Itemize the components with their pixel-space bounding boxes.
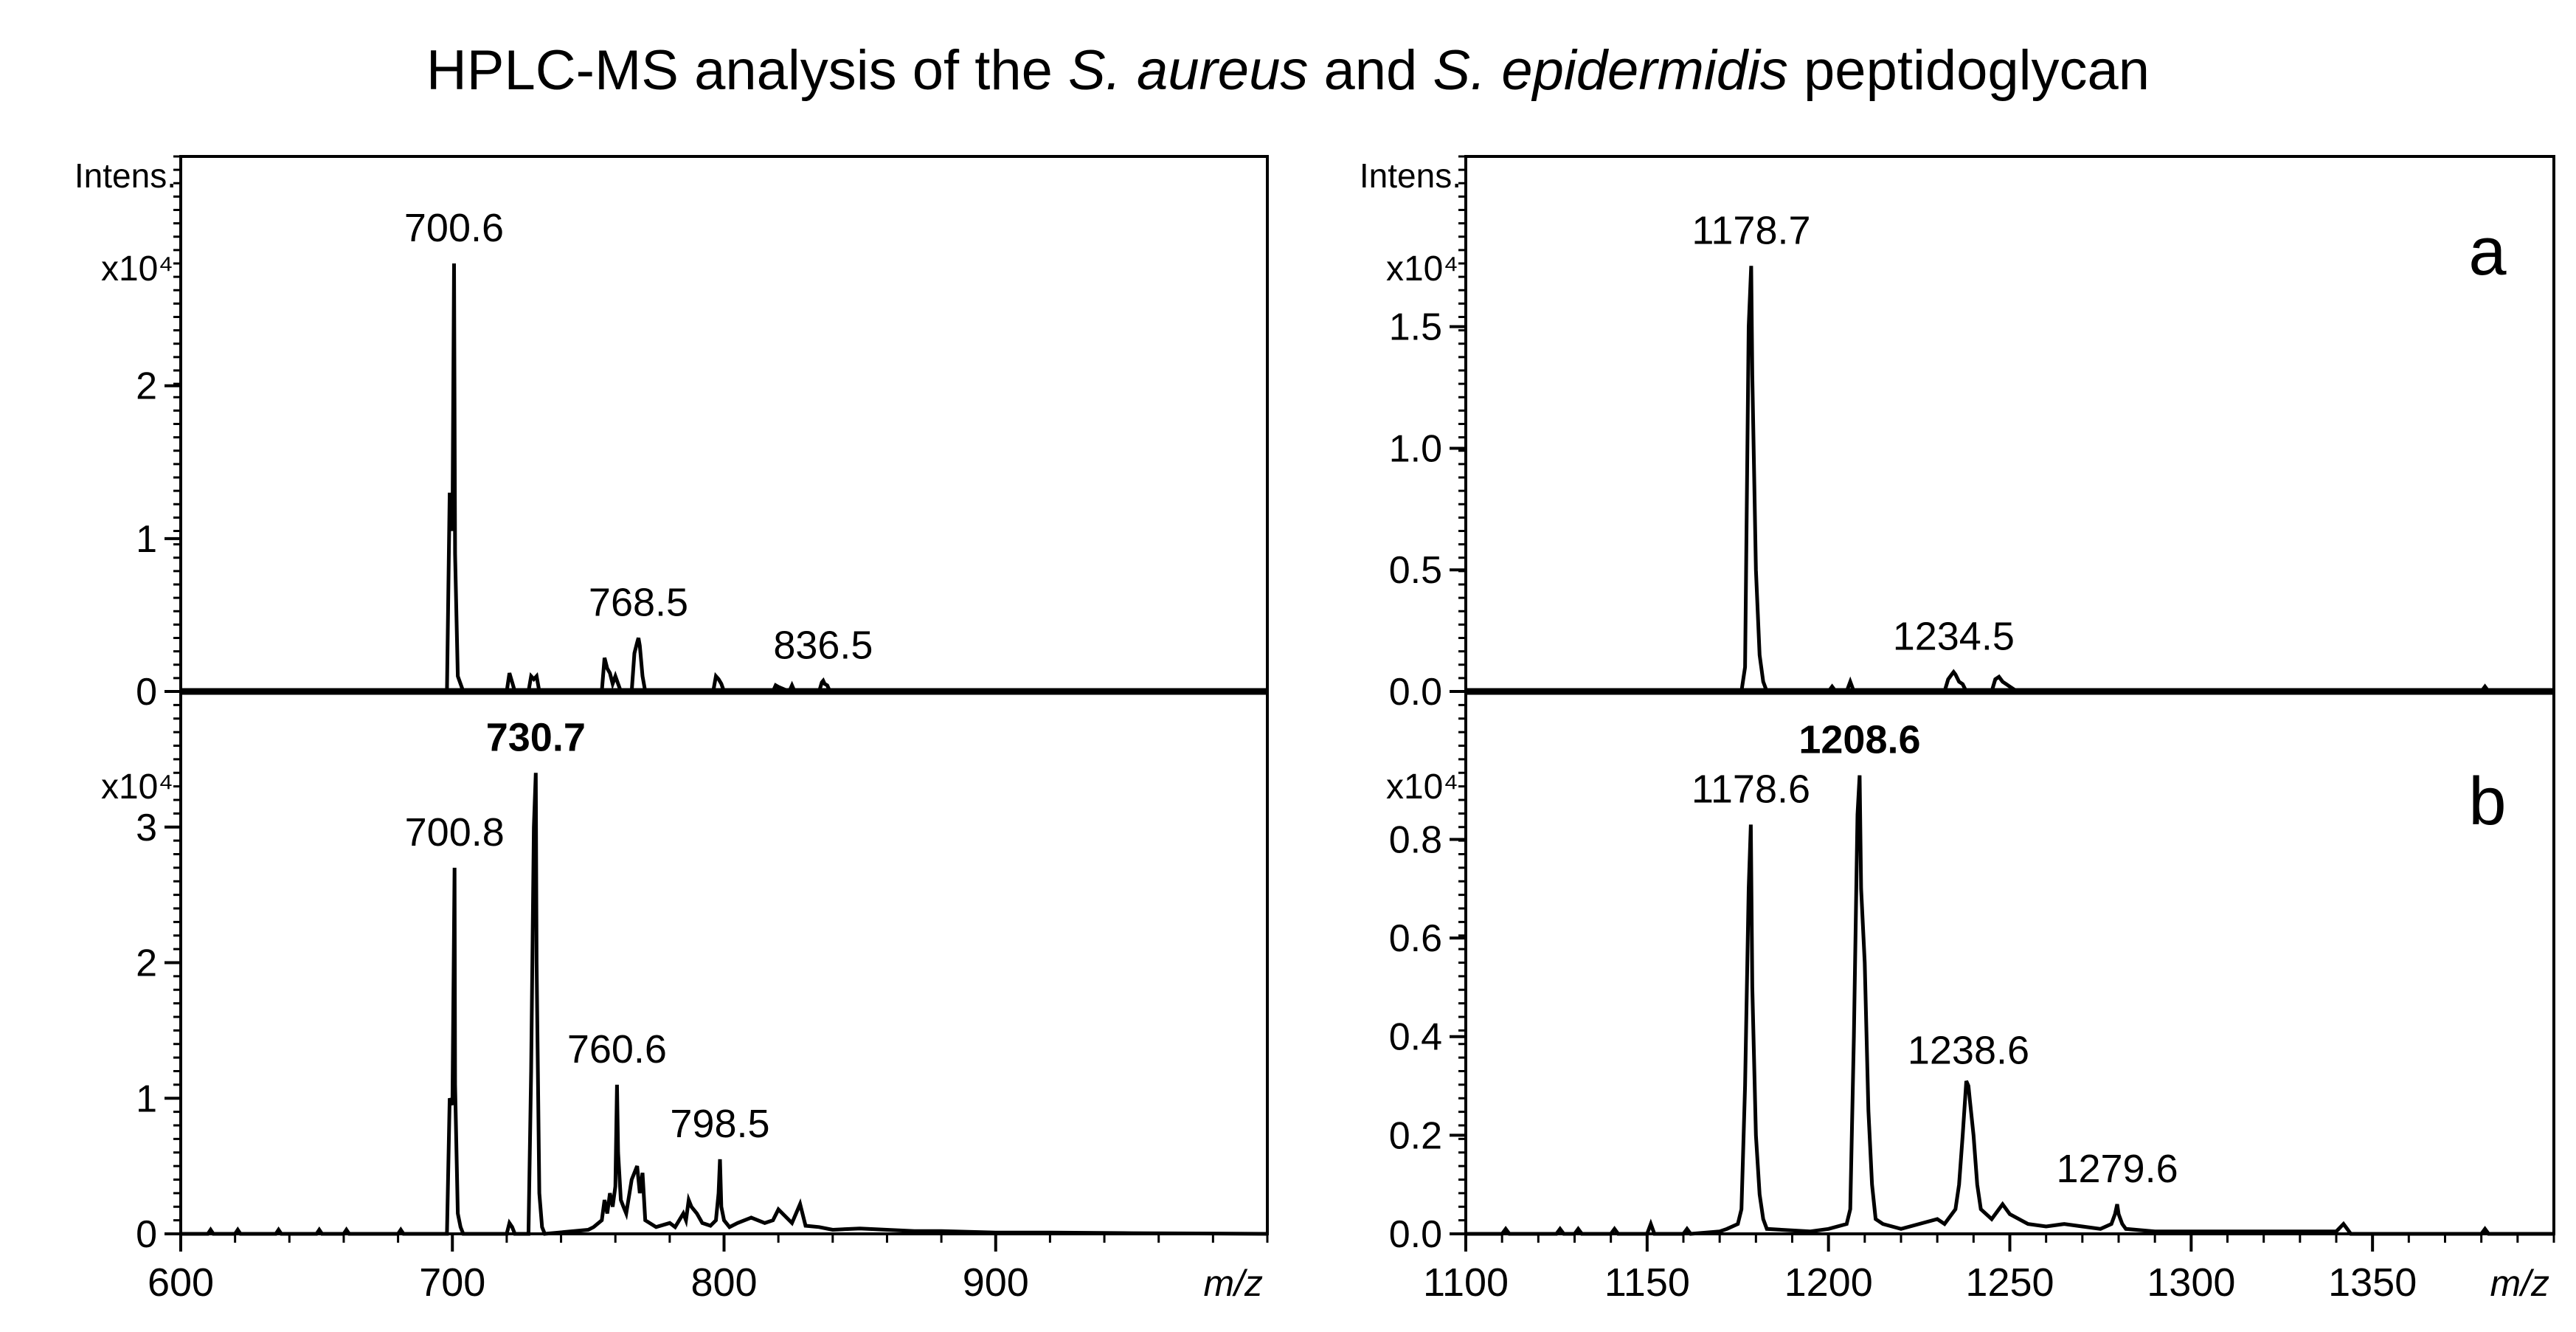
- plot-frame: [179, 690, 1269, 1235]
- plot-frame: [1464, 155, 2555, 693]
- x-tick-label: 1250: [1965, 1260, 2054, 1305]
- y-tick-label: 1.5: [1389, 306, 1442, 349]
- y-multiplier-label: x10⁴: [1386, 767, 1458, 807]
- y-tick-label: 0.5: [1389, 549, 1442, 592]
- peak-label: 836.5: [773, 624, 873, 668]
- y-tick-label: 0.4: [1389, 1016, 1442, 1059]
- y-axis-label: Intens.: [75, 156, 176, 195]
- x-tick-label: 700: [419, 1260, 485, 1305]
- spectra-panels: 012x10⁴Intens.700.6768.5836.50123x10⁴600…: [75, 155, 2555, 1305]
- x-axis-label: m/z: [2490, 1263, 2549, 1304]
- y-tick-label: 3: [136, 807, 157, 849]
- x-tick-label: 1200: [1784, 1260, 1873, 1305]
- plot-frame: [1464, 690, 2555, 1235]
- x-tick-label: 1350: [2328, 1260, 2417, 1305]
- x-tick-label: 1300: [2147, 1260, 2235, 1305]
- peak-label: 700.6: [404, 206, 504, 250]
- spectrum-trace: [181, 773, 1268, 1236]
- title-part: S. aureus: [1068, 39, 1309, 102]
- title-part: peptidoglycan: [1787, 39, 2150, 102]
- peak-label: 1234.5: [1893, 615, 2015, 659]
- y-tick-label: 0: [136, 671, 157, 714]
- x-tick-label: 1100: [1423, 1260, 1509, 1305]
- panel-left-top: 0 1 2 x10⁴ Intens. 700.6 768.5 836.5: [75, 155, 1269, 714]
- peak-label: 730.7: [486, 715, 586, 759]
- y-tick-label: 1: [136, 1077, 157, 1120]
- peak-label: 760.6: [567, 1027, 667, 1072]
- y-tick-label: 0.2: [1389, 1114, 1442, 1157]
- y-tick-label: 0.8: [1389, 818, 1442, 861]
- y-tick-label: 0.6: [1389, 917, 1442, 960]
- peak-label: 1178.7: [1692, 208, 1810, 252]
- peak-label: 700.8: [405, 810, 505, 855]
- x-tick-label: 600: [148, 1260, 214, 1305]
- spectrum-trace: [181, 263, 1267, 694]
- title-part: and: [1308, 39, 1433, 102]
- peak-label: 1178.6: [1692, 767, 1810, 811]
- y-tick-label: 1.0: [1389, 427, 1442, 470]
- peak-label: 1279.6: [2056, 1147, 2178, 1191]
- plot-frame: [179, 155, 1269, 693]
- panel-right-top: 0.0 0.5 1.0 1.5 x10⁴ Intens. 1178.7 1234.5 a: [1360, 155, 2555, 714]
- y-multiplier-label: x10⁴: [1386, 249, 1458, 289]
- peak-label: 768.5: [589, 581, 688, 625]
- y-tick-label: 2: [136, 942, 157, 985]
- panel-right-bottom: 0.0 0.2 0.4 0.6 0.8 x10⁴ 1100 1150 1200 1250 1300 1…: [1386, 690, 2555, 1305]
- y-axis-label: Intens.: [1360, 156, 1461, 195]
- y-tick-label: 1: [136, 518, 157, 561]
- peak-label: 798.5: [670, 1102, 769, 1146]
- title-part: HPLC-MS analysis of the: [426, 39, 1069, 102]
- spectrum-trace: [1466, 775, 2554, 1236]
- panel-label: b: [2468, 764, 2506, 839]
- x-tick-label: 800: [690, 1260, 757, 1305]
- x-tick-label: 900: [963, 1260, 1029, 1305]
- y-tick-label: 0: [136, 1213, 157, 1256]
- y-tick-label: 0.0: [1389, 671, 1442, 714]
- x-axis-label: m/z: [1203, 1263, 1263, 1304]
- y-multiplier-label: x10⁴: [101, 767, 173, 807]
- title-part: S. epidermidis: [1433, 39, 1788, 102]
- peak-label: 1238.6: [1908, 1029, 2029, 1073]
- spectrum-trace: [1466, 266, 2554, 694]
- panel-label: a: [2468, 214, 2507, 289]
- peak-label: 1208.6: [1798, 718, 1920, 762]
- y-tick-label: 0.0: [1389, 1213, 1442, 1256]
- y-multiplier-label: x10⁴: [101, 249, 173, 289]
- y-tick-label: 2: [136, 365, 157, 408]
- figure-title: HPLC-MS analysis of the S. aureus and S.…: [0, 43, 2576, 99]
- x-tick-label: 1150: [1604, 1260, 1690, 1305]
